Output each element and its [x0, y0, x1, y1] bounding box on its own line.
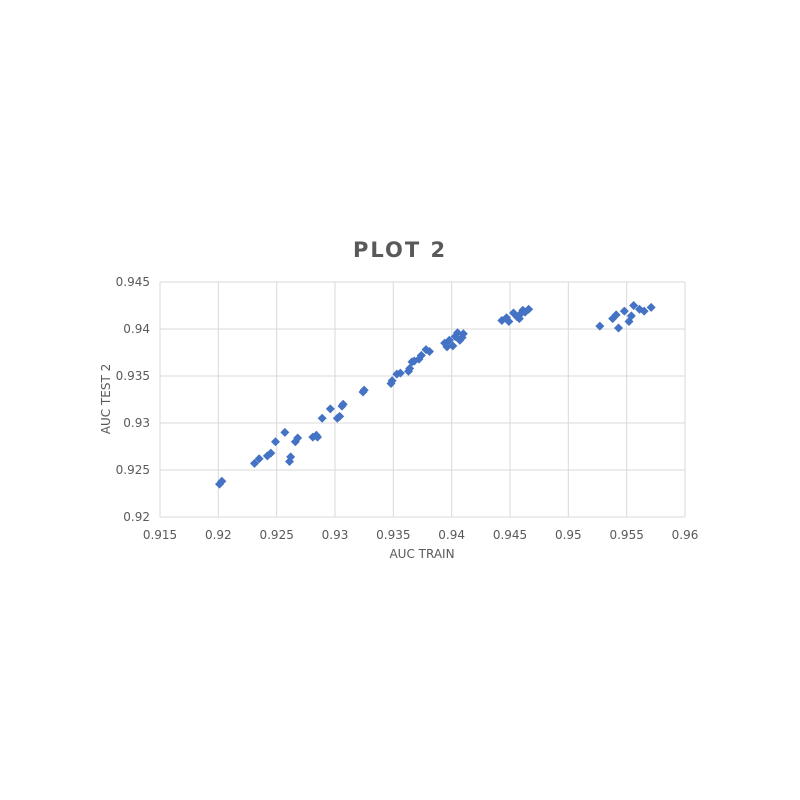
data-point [217, 476, 227, 486]
data-point [524, 304, 534, 314]
data-point [504, 316, 514, 326]
data-point [611, 310, 621, 320]
x-tick-label: 0.92 [205, 528, 232, 542]
x-tick-label: 0.935 [376, 528, 410, 542]
x-axis-tick-labels: 0.915 0.92 0.925 0.93 0.935 0.94 0.945 0.95 0.95… [143, 528, 699, 542]
data-point [338, 399, 348, 409]
y-tick-label: 0.92 [123, 510, 150, 524]
data-point [317, 413, 327, 423]
x-tick-label: 0.945 [493, 528, 527, 542]
x-tick-label: 0.955 [609, 528, 643, 542]
data-point [250, 458, 259, 468]
y-tick-label: 0.935 [116, 369, 150, 383]
x-tick-label: 0.915 [143, 528, 177, 542]
data-point [280, 427, 290, 437]
data-point [395, 368, 405, 378]
data-point [313, 432, 322, 442]
data-point [359, 385, 369, 395]
x-tick-label: 0.925 [259, 528, 293, 542]
gridlines [159, 281, 686, 518]
data-point [629, 301, 639, 310]
data-point [458, 329, 468, 339]
y-tick-label: 0.925 [116, 463, 150, 477]
data-point [614, 323, 623, 333]
y-tick-label: 0.94 [123, 322, 150, 336]
data-point [387, 376, 397, 386]
y-tick-label: 0.945 [116, 275, 150, 289]
data-point [416, 350, 426, 360]
data-point [639, 306, 649, 316]
data-point [595, 321, 605, 331]
data-point [293, 433, 303, 443]
x-tick-label: 0.94 [438, 528, 465, 542]
y-axis-tick-labels: 0.92 0.925 0.93 0.935 0.94 0.945 [116, 275, 150, 524]
data-point [271, 437, 280, 447]
data-point [619, 306, 629, 316]
data-point [626, 311, 636, 321]
data-point [646, 302, 656, 312]
y-axis-title: AUC TEST 2 [99, 364, 113, 435]
data-point [286, 452, 296, 462]
chart-title: PLOT 2 [353, 238, 447, 262]
data-point [425, 347, 434, 357]
x-tick-label: 0.95 [555, 528, 582, 542]
data-point [266, 448, 276, 458]
data-point [448, 341, 458, 351]
data-point [444, 335, 454, 345]
x-axis-title: AUC TRAIN [389, 547, 454, 561]
data-point [335, 411, 345, 421]
x-tick-label: 0.93 [322, 528, 349, 542]
x-tick-label: 0.96 [672, 528, 699, 542]
data-point [325, 404, 335, 414]
data-point [453, 328, 462, 338]
data-point [254, 454, 264, 464]
y-tick-label: 0.93 [123, 416, 150, 430]
data-points [215, 301, 656, 489]
